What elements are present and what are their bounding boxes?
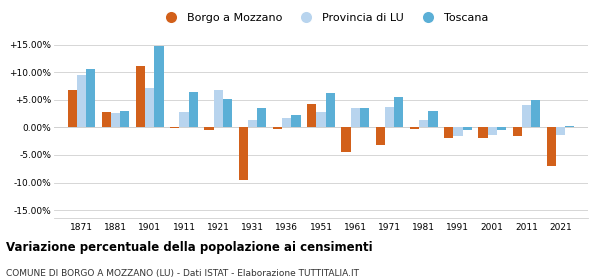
Bar (531, 100, 540, 127)
Bar (316, 112, 326, 127)
Bar (522, 105, 531, 127)
Bar (102, 112, 111, 127)
Bar (154, 46, 164, 127)
Bar (350, 108, 360, 127)
Bar (239, 127, 248, 180)
Bar (444, 127, 454, 138)
Bar (179, 112, 188, 127)
Bar (136, 66, 145, 127)
Text: COMUNE DI BORGO A MOZZANO (LU) - Dati ISTAT - Elaborazione TUTTITALIA.IT: COMUNE DI BORGO A MOZZANO (LU) - Dati IS… (6, 269, 359, 278)
Bar (111, 113, 120, 127)
Bar (214, 90, 223, 127)
Bar (223, 99, 232, 127)
Bar (547, 127, 556, 166)
Bar (341, 127, 350, 152)
Bar (77, 75, 86, 127)
Bar (497, 127, 506, 130)
Bar (556, 127, 565, 135)
Text: Variazione percentuale della popolazione ai censimenti: Variazione percentuale della popolazione… (6, 241, 373, 254)
Bar (248, 120, 257, 127)
Bar (257, 108, 266, 127)
Bar (170, 127, 179, 128)
Bar (454, 127, 463, 136)
Bar (478, 127, 488, 138)
Bar (565, 126, 574, 127)
Bar (120, 111, 130, 127)
Bar (360, 108, 369, 127)
Bar (86, 69, 95, 127)
Bar (512, 127, 522, 136)
Bar (145, 88, 154, 127)
Legend: Borgo a Mozzano, Provincia di LU, Toscana: Borgo a Mozzano, Provincia di LU, Toscan… (155, 8, 493, 27)
Bar (273, 127, 282, 129)
Bar (488, 127, 497, 135)
Bar (385, 107, 394, 127)
Bar (419, 120, 428, 127)
Bar (376, 127, 385, 145)
Bar (292, 115, 301, 127)
Bar (282, 118, 292, 127)
Bar (326, 93, 335, 127)
Bar (410, 127, 419, 129)
Bar (394, 97, 403, 127)
Bar (307, 104, 316, 127)
Bar (68, 90, 77, 127)
Bar (188, 92, 198, 127)
Bar (463, 127, 472, 130)
Bar (205, 127, 214, 130)
Bar (428, 111, 437, 127)
